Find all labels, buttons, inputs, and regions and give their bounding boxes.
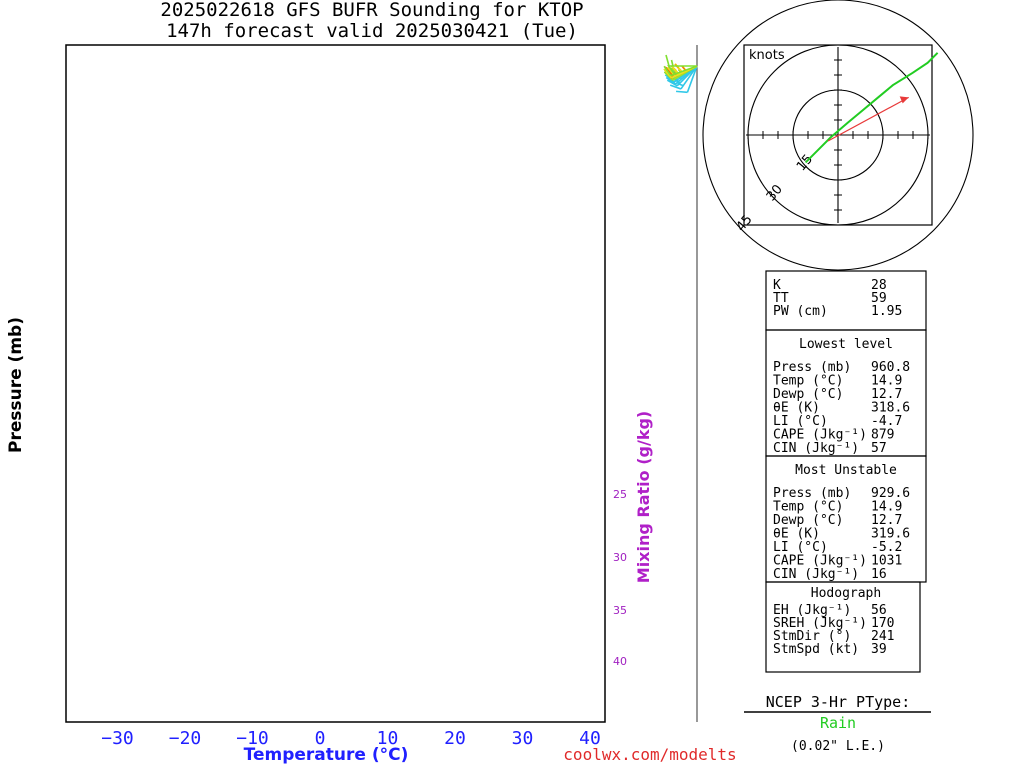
hodograph-units-label: knots [749,48,785,63]
mixing-ratio-tick-label: 25 [613,488,627,501]
lowest-level-row-label: Dewp (°C) [773,387,843,402]
hodograph-stats-row-value: 56 [871,603,887,618]
x-axis-label: Temperature (°C) [244,745,409,765]
hodograph-stats-row-label: SREH (Jkg⁻¹) [773,616,867,631]
index-row-value: 59 [871,291,887,306]
hodograph-stats-row-value: 241 [871,629,894,644]
x-tick-label: 20 [444,728,466,749]
wind-barb-column [663,45,698,722]
index-row-label: PW (cm) [773,304,828,319]
lowest-level-header: Lowest level [799,337,893,352]
lowest-level-row-label: θE (K) [773,401,820,416]
most-unstable-row-label: Dewp (°C) [773,513,843,528]
most-unstable-row-label: θE (K) [773,527,820,542]
hodograph-stats-row-label: StmSpd (kt) [773,642,859,657]
most-unstable-row-label: CAPE (Jkg⁻¹) [773,554,867,569]
ptype-header: NCEP 3-Hr PType: [766,693,911,711]
mixing-ratio-tick-label: 30 [613,551,627,564]
wind-barb [663,64,698,77]
most-unstable-row-value: 929.6 [871,486,910,501]
most-unstable-row-value: -5.2 [871,540,902,555]
lowest-level-row-value: -4.7 [871,414,902,429]
hodograph-stats-row-value: 39 [871,642,887,657]
most-unstable-row-label: Temp (°C) [773,500,843,515]
mixing-ratio-tick-label: 40 [613,655,627,668]
lowest-level-row-label: CAPE (Jkg⁻¹) [773,428,867,443]
hodograph-stats-row-label: StmDir (°) [773,629,851,644]
skew-t-plot: 1234681015202530354020030040050060070080… [65,44,627,749]
most-unstable-row-value: 1031 [871,554,902,569]
hodograph-trace [804,52,939,164]
x-tick-label: 0 [315,728,326,749]
most-unstable-row-value: 16 [871,567,887,582]
x-tick-label: 30 [512,728,534,749]
x-tick-label: −10 [236,728,269,749]
title-line-2: 147h forecast valid 2025030421 (Tue) [166,20,578,42]
index-row-value: 1.95 [871,304,902,319]
lowest-level-row-value: 12.7 [871,387,902,402]
most-unstable-row-label: CIN (Jkg⁻¹) [773,567,859,582]
x-tick-label: 40 [579,728,601,749]
most-unstable-row-value: 14.9 [871,500,902,515]
most-unstable-row-label: LI (°C) [773,540,828,555]
index-row-label: K [773,278,781,293]
ptype-amount: (0.02" L.E.) [791,739,885,754]
storm-motion-vector [827,96,909,142]
lowest-level-row-value: 879 [871,428,894,443]
plot-frame [65,44,606,723]
lowest-level-row-value: 14.9 [871,374,902,389]
hodograph-stats-row-label: EH (Jkg⁻¹) [773,603,851,618]
storm-motion-arrowhead [899,96,909,104]
most-unstable-row-value: 12.7 [871,513,902,528]
x-tick-label: −20 [169,728,202,749]
hodograph-stats-header: Hodograph [811,586,881,601]
indices-box-hodograph [765,581,921,673]
most-unstable-row-label: Press (mb) [773,486,851,501]
most-unstable-row-value: 319.6 [871,527,910,542]
lowest-level-row-value: 960.8 [871,360,910,375]
hodograph-stats-row-value: 170 [871,616,894,631]
lowest-level-row-label: CIN (Jkg⁻¹) [773,441,859,456]
x-tick-label: −30 [101,728,134,749]
index-row-value: 28 [871,278,887,293]
mixing-ratio-tick-label: 35 [613,604,627,617]
indices-box-top [765,270,927,331]
wind-barb [675,65,698,94]
ptype-value: Rain [820,714,856,732]
x-tick-label: 10 [377,728,399,749]
indices-panel: K 28 TT 59 PW (cm) 1.95 Lowest level Press (mb)… [765,270,927,673]
title-line-1: 2025022618 GFS BUFR Sounding for KTOP [160,0,583,21]
most-unstable-header: Most Unstable [795,463,897,478]
footer-credit: coolwx.com/modelts [563,745,736,764]
index-row-label: TT [773,291,789,306]
lowest-level-row-value: 318.6 [871,401,910,416]
lowest-level-row-label: Temp (°C) [773,374,843,389]
wind-barb [665,54,697,67]
y-axis-label: Pressure (mb) [6,317,26,453]
mixing-ratio-label: Mixing Ratio (g/kg) [634,411,653,583]
ptype-panel: NCEP 3-Hr PType: Rain (0.02" L.E.) [744,693,931,754]
lowest-level-row-label: LI (°C) [773,414,828,429]
lowest-level-row-value: 57 [871,441,887,456]
hodograph-ring [702,0,974,271]
lowest-level-row-label: Press (mb) [773,360,851,375]
